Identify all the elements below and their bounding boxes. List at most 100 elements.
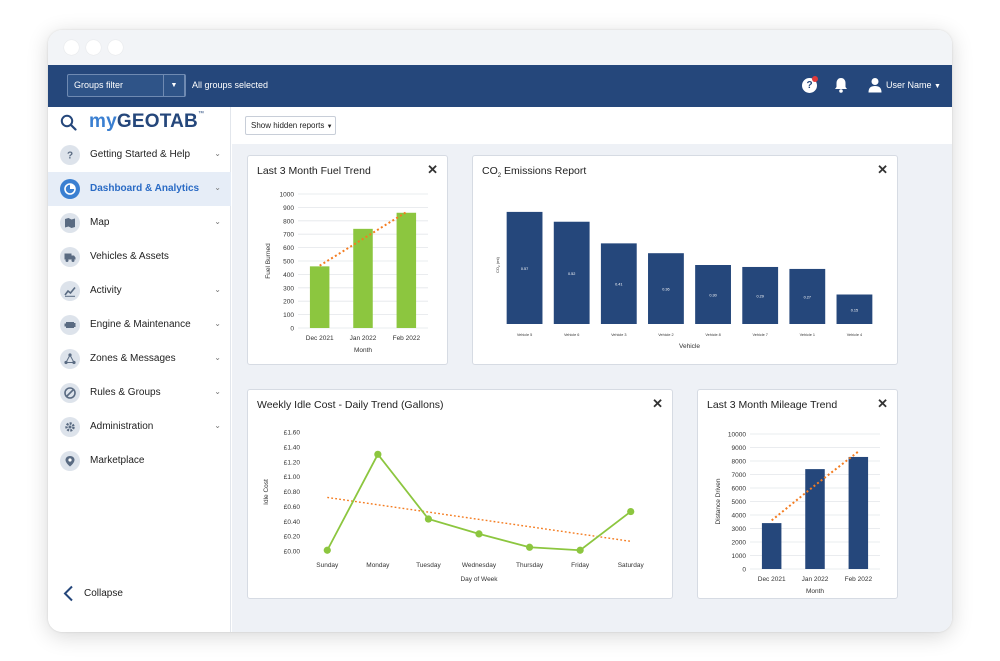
x-tick-label: Jan 2022 bbox=[350, 335, 377, 342]
bar bbox=[695, 265, 731, 324]
groups-filter-select[interactable]: Groups filter bbox=[67, 74, 186, 97]
data-point bbox=[424, 515, 433, 523]
close-icon[interactable]: ✕ bbox=[877, 162, 888, 177]
sidebar-item-label: Marketplace bbox=[90, 455, 145, 466]
mygeotab-logo: myGEOTAB™ bbox=[89, 111, 205, 132]
x-axis-title: Month bbox=[354, 347, 372, 354]
x-axis-title: Day of Week bbox=[460, 576, 498, 583]
help-icon: ? bbox=[60, 145, 80, 165]
card-title: Last 3 Month Mileage Trend bbox=[707, 399, 838, 411]
window-minimize-dot[interactable] bbox=[86, 40, 101, 55]
trend-line bbox=[771, 450, 859, 522]
sidebar-item-label: Engine & Maintenance bbox=[90, 319, 191, 330]
x-tick-label: Tuesday bbox=[416, 562, 441, 569]
sidebar-item-vehicles-assets[interactable]: Vehicles & Assets bbox=[48, 240, 231, 274]
sidebar-item-map[interactable]: Map ⌄ bbox=[48, 206, 231, 240]
sidebar-item-zones-messages[interactable]: Zones & Messages ⌄ bbox=[48, 342, 231, 376]
bar bbox=[805, 469, 825, 569]
sidebar-item-label: Getting Started & Help bbox=[90, 149, 191, 160]
x-tick-label: Sunday bbox=[316, 562, 339, 569]
dashboard-content: Show hidden reports ▼ Last 3 Month Fuel … bbox=[232, 107, 952, 632]
chevron-down-icon: ⌄ bbox=[214, 353, 221, 362]
sidebar-item-getting-started-help[interactable]: ? Getting Started & Help ⌄ bbox=[48, 138, 231, 172]
window-close-dot[interactable] bbox=[64, 40, 79, 55]
data-point bbox=[475, 530, 483, 538]
chevron-down-icon: ⌄ bbox=[214, 149, 221, 158]
close-icon[interactable]: ✕ bbox=[427, 162, 438, 177]
y-axis-title: Idle Cost bbox=[263, 479, 270, 505]
bar bbox=[309, 266, 330, 328]
x-tick-label: Dec 2021 bbox=[758, 576, 786, 583]
user-icon[interactable] bbox=[868, 77, 882, 93]
sidebar-item-label: Administration bbox=[90, 421, 154, 432]
sidebar-item-rules-groups[interactable]: Rules & Groups ⌄ bbox=[48, 376, 231, 410]
data-label: 0.57 bbox=[521, 267, 528, 271]
show-hidden-reports-button[interactable]: Show hidden reports ▼ bbox=[245, 116, 336, 135]
bell-icon[interactable] bbox=[834, 77, 848, 93]
sidebar-item-label: Vehicles & Assets bbox=[90, 251, 169, 262]
data-point bbox=[576, 546, 584, 554]
y-tick-label: 2000 bbox=[732, 540, 747, 547]
x-tick-label: Dec 2021 bbox=[306, 335, 334, 342]
user-menu[interactable]: User Name ▼ bbox=[886, 80, 941, 90]
x-tick-label: Vehicle 4 bbox=[847, 333, 862, 337]
user-name-label: User Name bbox=[886, 80, 932, 90]
bar bbox=[600, 243, 637, 324]
data-label: 0.52 bbox=[568, 272, 575, 276]
x-tick-label: Wednesday bbox=[462, 562, 497, 569]
sidebar-item-administration[interactable]: Administration ⌄ bbox=[48, 410, 231, 444]
y-tick-label: 500 bbox=[283, 259, 294, 266]
card-title: Last 3 Month Fuel Trend bbox=[257, 165, 371, 177]
close-icon[interactable]: ✕ bbox=[877, 396, 888, 411]
x-tick-label: Feb 2022 bbox=[393, 335, 421, 342]
window-maximize-dot[interactable] bbox=[108, 40, 123, 55]
mileage-trend-chart: 0 1000 2000 3000 4000 5000 6000 7000 8000 9000 100… bbox=[715, 432, 880, 595]
idle-cost-chart: £0.00 £0.20 £0.40 £0.60 £0.80 £1.00 £1.20 £1.40… bbox=[263, 430, 645, 584]
chevron-down-icon: ⌄ bbox=[214, 387, 221, 396]
y-axis-title: Fuel Burned bbox=[265, 243, 272, 279]
data-label: 0.41 bbox=[615, 283, 622, 287]
dashboard-toolbar: Show hidden reports ▼ bbox=[232, 107, 952, 144]
y-axis-title: Distance Driven bbox=[715, 478, 722, 524]
idle-cost-card: Weekly Idle Cost - Daily Trend (Gallons)… bbox=[247, 389, 673, 599]
chevron-left-icon bbox=[63, 585, 73, 602]
y-tick-label: 0 bbox=[742, 567, 746, 574]
gear-icon bbox=[60, 417, 80, 437]
close-icon[interactable]: ✕ bbox=[652, 396, 663, 411]
groups-filter-dropdown-button[interactable]: ▼ bbox=[163, 74, 185, 97]
logo-row: myGEOTAB™ bbox=[48, 107, 231, 137]
y-tick-label: 7000 bbox=[732, 472, 747, 479]
sidebar-item-marketplace[interactable]: Marketplace bbox=[48, 444, 231, 478]
data-label: 0.36 bbox=[662, 288, 669, 292]
y-tick-label: 100 bbox=[283, 312, 294, 319]
x-tick-label: Vehicle 6 bbox=[564, 333, 579, 337]
top-bar: Groups filter ▼ All groups selected ? Us… bbox=[48, 65, 952, 107]
bar bbox=[742, 266, 779, 324]
collapse-button[interactable]: Collapse bbox=[60, 584, 180, 604]
y-tick-label: £1.20 bbox=[284, 459, 301, 466]
window-titlebar bbox=[48, 30, 952, 65]
bar bbox=[553, 221, 590, 324]
zones-icon bbox=[60, 349, 80, 369]
sidebar-item-engine-maintenance[interactable]: Engine & Maintenance ⌄ bbox=[48, 308, 231, 342]
fuel-trend-chart: 0 100 200 300 400 500 600 700 800 900 1000 Dec 2021… bbox=[265, 192, 428, 354]
card-title: CO2 Emissions Report bbox=[482, 165, 587, 180]
bar bbox=[848, 456, 869, 569]
sidebar-item-label: Map bbox=[90, 217, 110, 228]
x-tick-label: Saturday bbox=[618, 562, 645, 569]
x-tick-label: Vehicle 2 bbox=[658, 333, 673, 337]
sidebar-item-label: Zones & Messages bbox=[90, 353, 176, 364]
y-tick-label: 200 bbox=[283, 299, 294, 306]
y-tick-label: 600 bbox=[283, 245, 294, 252]
x-tick-label: Vehicle 3 bbox=[611, 333, 626, 337]
sidebar-item-activity[interactable]: Activity ⌄ bbox=[48, 274, 231, 308]
bar bbox=[836, 294, 873, 324]
co2-emissions-card: CO2 Emissions Report ✕ Vehicle 5 0.57 Vehi… bbox=[472, 155, 898, 365]
search-icon[interactable] bbox=[60, 114, 77, 131]
sidebar-item-label: Activity bbox=[90, 285, 122, 296]
dashboard-icon bbox=[60, 179, 80, 199]
sidebar-item-dashboard-analytics[interactable]: Dashboard & Analytics ⌄ bbox=[48, 172, 231, 206]
marketplace-icon bbox=[60, 451, 80, 471]
y-tick-label: £0.40 bbox=[284, 519, 301, 526]
y-tick-label: 900 bbox=[283, 205, 294, 212]
